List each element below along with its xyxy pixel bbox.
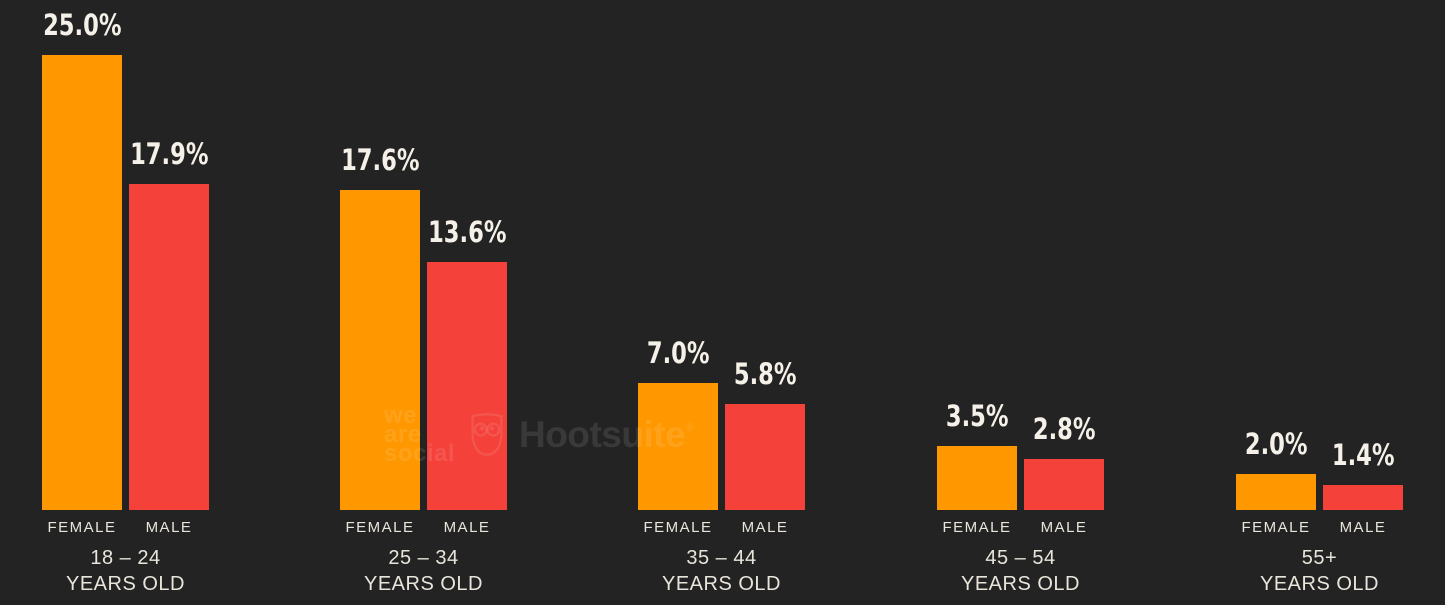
bar-female-35-44 [638, 383, 718, 510]
category-range-18-24: 18 – 24 [90, 547, 161, 569]
bar-female-45-54 [937, 446, 1017, 510]
bar-female-25-34 [340, 190, 420, 510]
bar-column-female-55: 2.0% [1236, 0, 1316, 510]
series-label-female-35-44: FEMALE [643, 519, 713, 536]
bar-male-35-44 [725, 404, 805, 510]
category-range-25-34: 25 – 34 [388, 547, 459, 569]
category-label-55: 55+ YEARS OLD [1236, 545, 1403, 597]
age-group-18-24: 25.0% 17.9% FEMALE MALE 18 – 24 YEARS OLD [42, 0, 209, 597]
category-range-55: 55+ [1301, 547, 1338, 569]
bars-55: 2.0% 1.4% [1236, 0, 1403, 510]
age-group-35-44: 7.0% 5.8% FEMALE MALE 35 – 44 YEARS OLD [638, 0, 805, 597]
bar-column-female-45-54: 3.5% [937, 0, 1017, 510]
age-group-45-54: 3.5% 2.8% FEMALE MALE 45 – 54 YEARS OLD [937, 0, 1104, 597]
age-group-25-34: 17.6% 13.6% FEMALE MALE 25 – 34 YEARS OLD [340, 0, 507, 597]
bar-column-female-35-44: 7.0% [638, 0, 718, 510]
value-label-male-45-54: 2.8% [1032, 412, 1096, 446]
bar-column-male-55: 1.4% [1323, 0, 1403, 510]
series-labels-55: FEMALE MALE [1236, 519, 1403, 536]
series-labels-35-44: FEMALE MALE [638, 519, 805, 536]
bar-male-18-24 [129, 184, 209, 510]
bars-25-34: 17.6% 13.6% [340, 0, 507, 510]
bar-male-45-54 [1024, 459, 1104, 510]
series-label-male-25-34: MALE [443, 519, 491, 536]
bar-female-55 [1236, 474, 1316, 510]
bar-column-male-45-54: 2.8% [1024, 0, 1104, 510]
bar-column-female-18-24: 25.0% [42, 0, 122, 510]
series-label-female-25-34: FEMALE [345, 519, 415, 536]
category-label-45-54: 45 – 54 YEARS OLD [937, 545, 1104, 597]
value-label-female-55: 2.0% [1244, 427, 1308, 461]
value-label-female-18-24: 25.0% [42, 8, 122, 42]
category-label-35-44: 35 – 44 YEARS OLD [638, 545, 805, 597]
age-group-55: 2.0% 1.4% FEMALE MALE 55+ YEARS OLD [1236, 0, 1403, 597]
bars-35-44: 7.0% 5.8% [638, 0, 805, 510]
bar-female-18-24 [42, 55, 122, 510]
bar-column-male-18-24: 17.9% [129, 0, 209, 510]
series-labels-18-24: FEMALE MALE [42, 519, 209, 536]
category-label-25-34: 25 – 34 YEARS OLD [340, 545, 507, 597]
bar-male-55 [1323, 485, 1403, 510]
category-suffix-18-24: YEARS OLD [66, 573, 185, 595]
series-labels-25-34: FEMALE MALE [340, 519, 507, 536]
series-label-male-55: MALE [1339, 519, 1387, 536]
category-suffix-35-44: YEARS OLD [662, 573, 781, 595]
bars-45-54: 3.5% 2.8% [937, 0, 1104, 510]
series-label-female-55: FEMALE [1241, 519, 1311, 536]
value-label-male-25-34: 13.6% [427, 215, 507, 249]
value-label-male-35-44: 5.8% [733, 357, 797, 391]
series-label-female-18-24: FEMALE [47, 519, 117, 536]
bar-column-female-25-34: 17.6% [340, 0, 420, 510]
series-label-male-45-54: MALE [1040, 519, 1088, 536]
category-range-35-44: 35 – 44 [686, 547, 757, 569]
series-labels-45-54: FEMALE MALE [937, 519, 1104, 536]
category-suffix-45-54: YEARS OLD [961, 573, 1080, 595]
bars-18-24: 25.0% 17.9% [42, 0, 209, 510]
value-label-male-18-24: 17.9% [129, 137, 209, 171]
series-label-male-18-24: MALE [145, 519, 193, 536]
value-label-female-35-44: 7.0% [646, 336, 710, 370]
value-label-male-55: 1.4% [1331, 438, 1395, 472]
category-suffix-25-34: YEARS OLD [364, 573, 483, 595]
value-label-female-45-54: 3.5% [945, 399, 1009, 433]
bar-male-25-34 [427, 262, 507, 510]
series-label-female-45-54: FEMALE [942, 519, 1012, 536]
category-suffix-55: YEARS OLD [1260, 573, 1379, 595]
bar-column-male-25-34: 13.6% [427, 0, 507, 510]
bar-column-male-35-44: 5.8% [725, 0, 805, 510]
value-label-female-25-34: 17.6% [340, 143, 420, 177]
category-range-45-54: 45 – 54 [985, 547, 1056, 569]
series-label-male-35-44: MALE [741, 519, 789, 536]
category-label-18-24: 18 – 24 YEARS OLD [42, 545, 209, 597]
